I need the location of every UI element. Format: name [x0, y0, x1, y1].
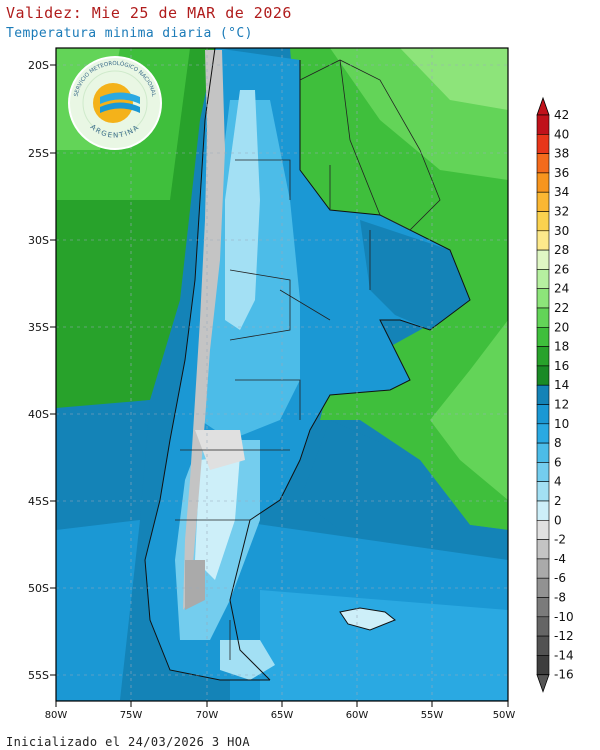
colorbar-swatch — [536, 519, 550, 540]
colorbar-label: -6 — [554, 571, 566, 585]
colorbar-swatch — [536, 230, 550, 251]
colorbar-label: -4 — [554, 552, 566, 566]
colorbar-swatch — [536, 326, 550, 347]
lon-label: 55W — [421, 710, 444, 721]
colorbar-label: 4 — [554, 475, 562, 489]
colorbar-label: -12 — [554, 629, 574, 643]
colorbar-label: -8 — [554, 591, 566, 605]
colorbar-swatch — [536, 481, 550, 502]
wave-icon — [100, 92, 140, 104]
colorbar: 424038363432302826242220181614121086420-… — [536, 96, 574, 693]
colorbar-label: 20 — [554, 320, 569, 334]
sun-icon — [93, 83, 133, 123]
colorbar-label: 8 — [554, 436, 562, 450]
lat-label: 35S — [28, 321, 49, 334]
colorbar-arrow-bottom — [536, 674, 550, 693]
lat-label: 50S — [28, 582, 49, 595]
lat-label: 20S — [28, 59, 49, 72]
colorbar-swatch — [536, 655, 550, 676]
colorbar-swatch — [536, 616, 550, 637]
map-title: Validez: Mie 25 de MAR de 2026 — [6, 4, 292, 22]
lat-label: 45S — [28, 495, 49, 508]
colorbar-label: 22 — [554, 301, 569, 315]
init-timestamp: Inicializado el 24/03/2026 3 HOA — [6, 735, 250, 749]
colorbar-label: 26 — [554, 262, 569, 276]
colorbar-label: 32 — [554, 205, 569, 219]
colorbar-swatch — [536, 635, 550, 656]
colorbar-label: 36 — [554, 166, 569, 180]
colorbar-swatch — [536, 288, 550, 309]
colorbar-label: 34 — [554, 185, 569, 199]
map-subtitle: Temperatura minima diaria (°C) — [6, 26, 253, 41]
lat-label: 40S — [28, 408, 49, 421]
colorbar-label: 12 — [554, 398, 569, 412]
map-field — [56, 48, 508, 701]
colorbar-swatch — [536, 191, 550, 212]
colorbar-swatch — [536, 172, 550, 193]
colorbar-swatch — [536, 462, 550, 482]
colorbar-swatch — [536, 539, 550, 560]
temperature-map: 20S 25S 30S 35S 40S 45S 50S 55S 80W 75W … — [28, 47, 574, 721]
lon-label: 75W — [120, 710, 143, 721]
lat-label: 30S — [28, 234, 49, 247]
colorbar-label: 30 — [554, 224, 569, 238]
lat-label: 55S — [28, 669, 49, 682]
axis-ticks — [50, 64, 509, 707]
colorbar-label: 18 — [554, 340, 569, 354]
colorbar-swatch — [536, 153, 550, 174]
colorbar-label: 40 — [554, 127, 569, 141]
colorbar-swatch — [536, 249, 550, 270]
smn-logo: SERVICIO METEOROLÓGICO NACIONAL ARGENTIN… — [68, 56, 162, 150]
lon-label: 50W — [493, 710, 516, 721]
colorbar-swatch — [536, 500, 550, 521]
colorbar-swatch — [536, 404, 550, 425]
colorbar-label: 6 — [554, 455, 562, 469]
colorbar-label: -14 — [554, 648, 574, 662]
colorbar-swatch — [536, 269, 550, 289]
colorbar-swatch — [536, 365, 550, 386]
colorbar-label: 42 — [554, 108, 569, 122]
lat-label: 25S — [28, 147, 49, 160]
colorbar-label: -2 — [554, 533, 566, 547]
colorbar-label: 24 — [554, 282, 569, 296]
colorbar-label: 2 — [554, 494, 562, 508]
colorbar-swatch — [536, 597, 550, 618]
colorbar-swatch — [536, 307, 550, 328]
colorbar-label: 28 — [554, 243, 569, 257]
colorbar-swatch — [536, 114, 550, 135]
lon-label: 65W — [271, 710, 294, 721]
colorbar-label: 38 — [554, 147, 569, 161]
colorbar-label: 14 — [554, 378, 569, 392]
colorbar-swatch — [536, 558, 550, 579]
colorbar-swatch — [536, 211, 550, 232]
colorbar-swatch — [536, 423, 550, 444]
lon-label: 80W — [45, 710, 68, 721]
longitude-labels: 80W 75W 70W 65W 60W 55W 50W — [45, 710, 516, 721]
colorbar-swatch — [536, 346, 550, 367]
colorbar-swatch — [536, 134, 550, 154]
lon-label: 60W — [346, 710, 369, 721]
colorbar-arrow-top — [536, 96, 550, 116]
lon-label: 70W — [196, 710, 219, 721]
colorbar-label: -10 — [554, 610, 574, 624]
colorbar-label: 0 — [554, 513, 562, 527]
latitude-labels: 20S 25S 30S 35S 40S 45S 50S 55S — [28, 59, 49, 682]
colorbar-swatch — [536, 577, 550, 598]
colorbar-swatch — [536, 442, 550, 463]
colorbar-label: -16 — [554, 668, 574, 682]
colorbar-label: 10 — [554, 417, 569, 431]
colorbar-label: 16 — [554, 359, 569, 373]
colorbar-swatch — [536, 384, 550, 405]
